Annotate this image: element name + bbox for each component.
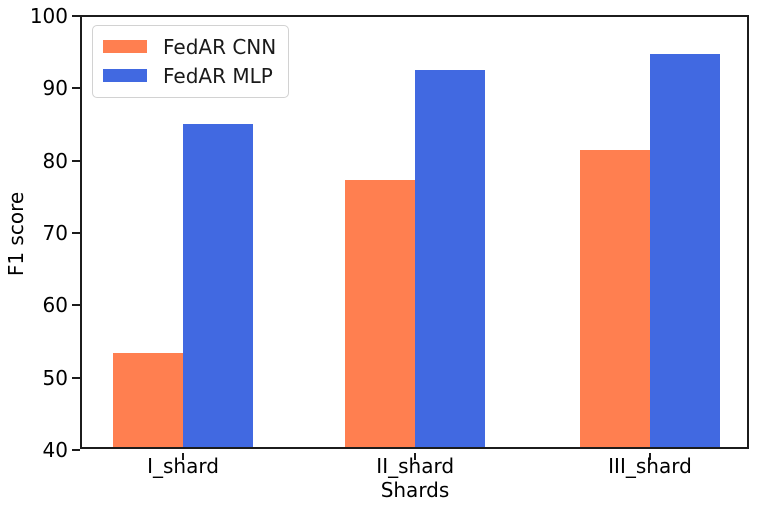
y-tick-mark-70 [72, 232, 80, 234]
x-tick-label-ii_shard: II_shard [376, 454, 455, 478]
y-tick-mark-100 [72, 15, 80, 17]
y-tick-label-100: 100 [29, 4, 68, 28]
y-tick-label-70: 70 [42, 221, 68, 245]
x-axis-label: Shards [380, 478, 450, 502]
x-tick-label-iii_shard: III_shard [608, 454, 692, 478]
y-tick-label-80: 80 [42, 148, 68, 173]
y-tick-label-50: 50 [42, 365, 68, 390]
plot-area: FedAR CNN FedAR MLP [80, 15, 749, 449]
legend-item-fedar-cnn: FedAR CNN [103, 32, 278, 61]
bar-fedar_mlp-ii_shard [415, 70, 486, 447]
y-tick-mark-50 [72, 376, 80, 379]
y-tick-label-40: 40 [42, 438, 68, 462]
y-tick-mark-40 [72, 449, 80, 451]
y-tick-mark-90 [72, 87, 80, 90]
y-tick-label-60: 60 [42, 293, 68, 318]
legend-label-fedar-cnn: FedAR CNN [163, 34, 277, 59]
legend-item-fedar-mlp: FedAR MLP [103, 61, 278, 90]
x-tick-label-i_shard: I_shard [147, 454, 219, 478]
bar-fedar_cnn-ii_shard [345, 180, 416, 447]
legend-swatch-fedar-cnn [103, 40, 147, 53]
legend: FedAR CNN FedAR MLP [92, 25, 289, 98]
bar-fedar_mlp-i_shard [183, 123, 254, 447]
y-tick-mark-80 [72, 159, 80, 162]
bar-fedar_cnn-iii_shard [579, 149, 650, 447]
x-tick-mark-i_shard [182, 453, 185, 460]
x-tick-mark-ii_shard [414, 453, 417, 460]
y-tick-label-90: 90 [42, 76, 68, 101]
y-tick-mark-60 [72, 304, 80, 307]
legend-swatch-fedar-mlp [103, 69, 147, 82]
legend-label-fedar-mlp: FedAR MLP [163, 63, 273, 88]
x-tick-mark-iii_shard [648, 453, 651, 460]
bar-fedar_mlp-iii_shard [649, 53, 720, 447]
bar-fedar_cnn-i_shard [113, 353, 184, 447]
